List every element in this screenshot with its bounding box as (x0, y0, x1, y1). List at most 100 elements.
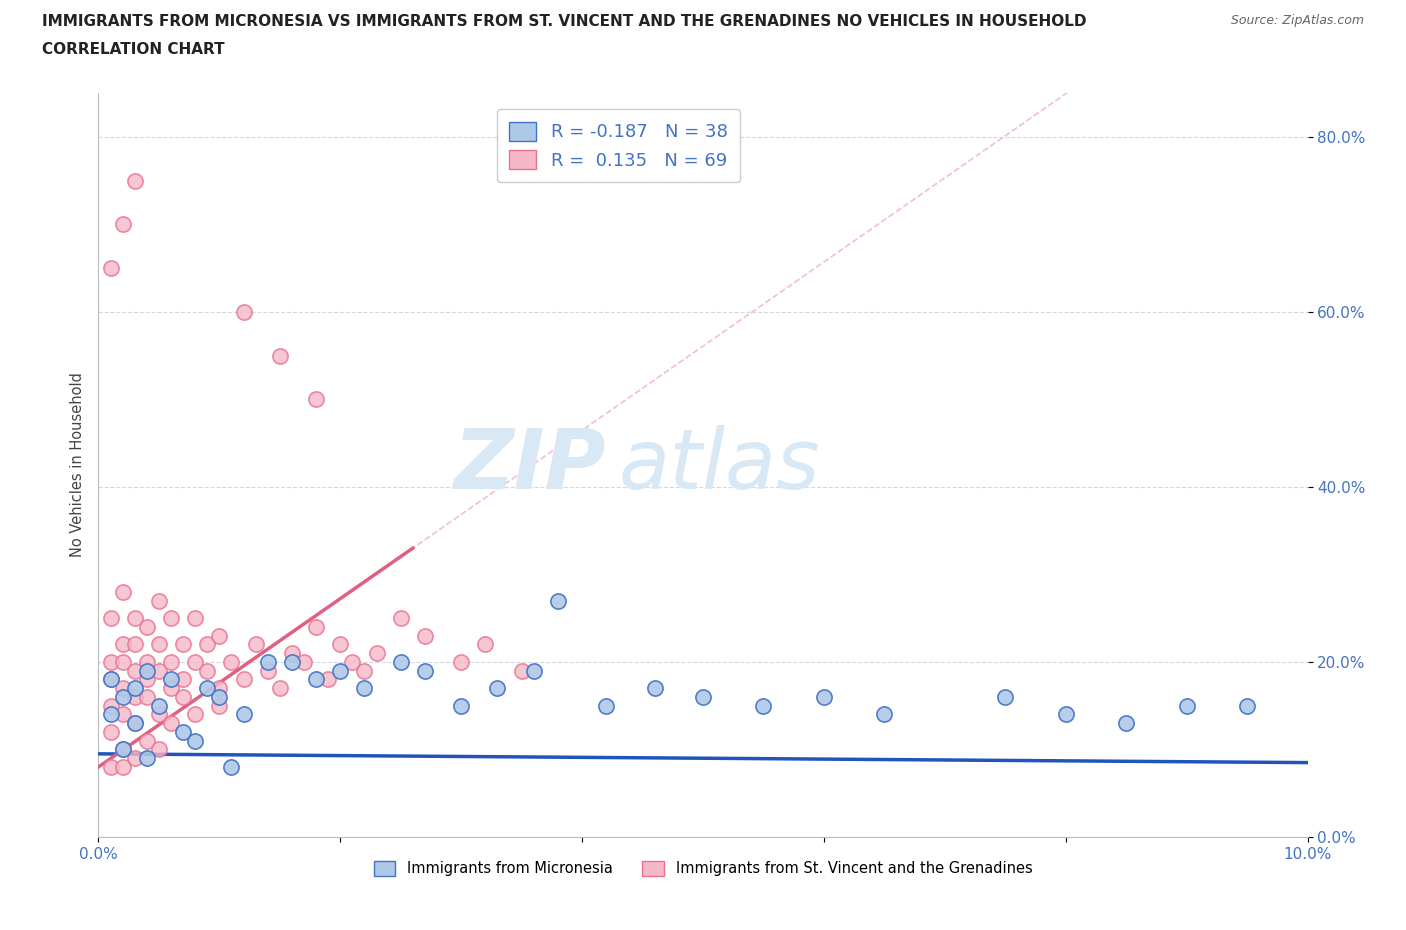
Point (269, 348, 291, 363)
Point (124, 681, 146, 696)
Point (256, 655, 278, 670)
Point (111, 655, 134, 670)
Point (111, 681, 134, 696)
Point (994, 689, 1017, 704)
Point (160, 672, 183, 687)
Point (148, 698, 170, 713)
Legend: Immigrants from Micronesia, Immigrants from St. Vincent and the Grenadines: Immigrants from Micronesia, Immigrants f… (368, 855, 1038, 882)
Point (486, 681, 509, 696)
Point (100, 655, 122, 670)
Point (100, 698, 122, 713)
Point (221, 655, 243, 670)
Point (124, 637, 146, 652)
Point (195, 663, 218, 678)
Point (474, 637, 496, 652)
Point (160, 681, 183, 696)
Point (135, 672, 157, 687)
Point (124, 751, 146, 765)
Point (329, 637, 352, 652)
Point (148, 593, 170, 608)
Point (124, 716, 146, 731)
Point (111, 689, 134, 704)
Point (124, 173, 146, 188)
Point (195, 681, 218, 696)
Point (100, 760, 122, 775)
Point (510, 663, 533, 678)
Point (124, 611, 146, 626)
Point (172, 637, 194, 652)
Point (124, 689, 146, 704)
Point (366, 645, 388, 660)
Point (1236, 698, 1258, 713)
Point (221, 760, 243, 775)
Point (316, 672, 339, 687)
Point (281, 655, 304, 670)
Point (135, 663, 157, 678)
Point (245, 637, 267, 652)
Point (305, 619, 328, 634)
Point (232, 707, 254, 722)
Point (281, 645, 304, 660)
Point (692, 689, 714, 704)
Point (208, 698, 231, 713)
Point (1115, 716, 1137, 731)
Text: atlas: atlas (619, 424, 820, 506)
Point (305, 392, 328, 406)
Point (184, 733, 207, 748)
Point (232, 304, 254, 319)
Point (100, 672, 122, 687)
Point (111, 760, 134, 775)
Text: ZIP: ZIP (454, 424, 606, 506)
Point (208, 689, 231, 704)
Point (752, 698, 775, 713)
Point (100, 707, 122, 722)
Point (100, 724, 122, 739)
Point (111, 742, 134, 757)
Point (148, 663, 170, 678)
Point (124, 663, 146, 678)
Point (232, 672, 254, 687)
Point (100, 260, 122, 275)
Point (873, 707, 896, 722)
Point (389, 611, 412, 626)
Point (547, 593, 569, 608)
Point (353, 681, 375, 696)
Point (292, 655, 315, 670)
Point (160, 611, 183, 626)
Point (135, 751, 157, 765)
Point (1054, 707, 1077, 722)
Text: CORRELATION CHART: CORRELATION CHART (42, 42, 225, 57)
Y-axis label: No Vehicles in Household: No Vehicles in Household (69, 373, 84, 557)
Point (124, 716, 146, 731)
Point (148, 742, 170, 757)
Point (100, 672, 122, 687)
Point (450, 655, 472, 670)
Point (160, 655, 183, 670)
Point (813, 689, 835, 704)
Text: IMMIGRANTS FROM MICRONESIA VS IMMIGRANTS FROM ST. VINCENT AND THE GRENADINES NO : IMMIGRANTS FROM MICRONESIA VS IMMIGRANTS… (42, 14, 1087, 29)
Point (172, 689, 194, 704)
Point (111, 217, 134, 232)
Point (305, 672, 328, 687)
Point (1175, 698, 1198, 713)
Point (208, 681, 231, 696)
Point (172, 724, 194, 739)
Point (172, 672, 194, 687)
Point (353, 663, 375, 678)
Point (256, 663, 278, 678)
Point (100, 611, 122, 626)
Point (111, 707, 134, 722)
Point (135, 619, 157, 634)
Point (135, 689, 157, 704)
Point (413, 629, 436, 644)
Point (389, 655, 412, 670)
Text: Source: ZipAtlas.com: Source: ZipAtlas.com (1230, 14, 1364, 27)
Point (342, 655, 364, 670)
Point (208, 629, 231, 644)
Point (148, 637, 170, 652)
Point (160, 716, 183, 731)
Point (184, 655, 207, 670)
Point (269, 681, 291, 696)
Point (184, 707, 207, 722)
Point (111, 742, 134, 757)
